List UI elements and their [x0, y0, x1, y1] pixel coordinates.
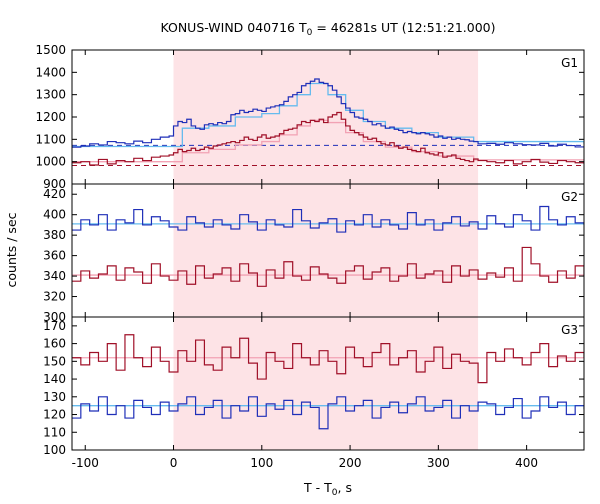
g3-y-tick-label: 110	[43, 425, 66, 439]
g1-series-blue	[72, 78, 584, 148]
g3-panel-frame	[71, 316, 585, 451]
g2-panel-label: G2	[561, 190, 578, 204]
g2-y-tick-label: 400	[43, 208, 66, 222]
g3-y-tick-label: 160	[43, 337, 66, 351]
x-axis-label-subscript: 0	[332, 488, 338, 498]
g1-y-tick-label: 1100	[35, 132, 66, 146]
g1-y-tick-label: 1300	[35, 88, 66, 102]
g2-y-tick-label: 360	[43, 249, 66, 263]
x-tick-label: 100	[250, 456, 273, 470]
x-axis-label-main: T - T	[303, 480, 332, 495]
x-tick-label: 200	[339, 456, 362, 470]
g3-y-tick-label: 140	[43, 372, 66, 386]
g1-y-tick-label: 1500	[35, 43, 66, 57]
g3-series-red	[72, 334, 584, 384]
g3-y-tick-label: 130	[43, 390, 66, 404]
x-axis-label: T - T0, s	[303, 480, 352, 498]
x-tick-label: 0	[170, 456, 178, 470]
chart-title-subscript: 0	[307, 28, 313, 38]
g2-y-tick-label: 380	[43, 228, 66, 242]
x-tick-label: 400	[515, 456, 538, 470]
g2-series-blue	[72, 205, 584, 233]
g3-y-tick-label: 100	[43, 443, 66, 457]
y-axis-label: counts / sec	[4, 212, 19, 287]
g2-y-tick-label: 340	[43, 269, 66, 283]
g3-y-tick-label: 170	[43, 319, 66, 333]
chart-title-main: KONUS-WIND 040716 T	[160, 20, 306, 35]
chart-title: KONUS-WIND 040716 T0 = 46281s UT (12:51:…	[160, 20, 495, 38]
x-tick-label: 300	[427, 456, 450, 470]
shaded-interval	[173, 50, 479, 450]
g1-series-light_blue	[72, 82, 584, 148]
g3-y-tick-label: 150	[43, 354, 66, 368]
chart-title-rest: = 46281s UT (12:51:21.000)	[312, 20, 495, 35]
x-tick-label: -100	[72, 456, 99, 470]
g2-y-tick-label: 420	[43, 187, 66, 201]
plot-area: 900100011001200130014001500G130032034036…	[35, 43, 585, 470]
g2-y-tick-label: 320	[43, 290, 66, 304]
g3-y-tick-label: 120	[43, 408, 66, 422]
g1-y-tick-label: 1200	[35, 110, 66, 124]
g2-y-tick-label: 300	[43, 310, 66, 324]
x-axis-label-rest: , s	[338, 480, 352, 495]
g2-series-red	[72, 246, 584, 287]
g1-y-tick-label: 1400	[35, 65, 66, 79]
g1-y-tick-label: 900	[43, 177, 66, 191]
g1-y-tick-label: 1000	[35, 155, 66, 169]
g1-series-red	[72, 111, 584, 166]
g3-series-blue	[72, 396, 584, 430]
g3-panel-label: G3	[561, 323, 578, 337]
g1-panel-label: G1	[561, 56, 578, 70]
